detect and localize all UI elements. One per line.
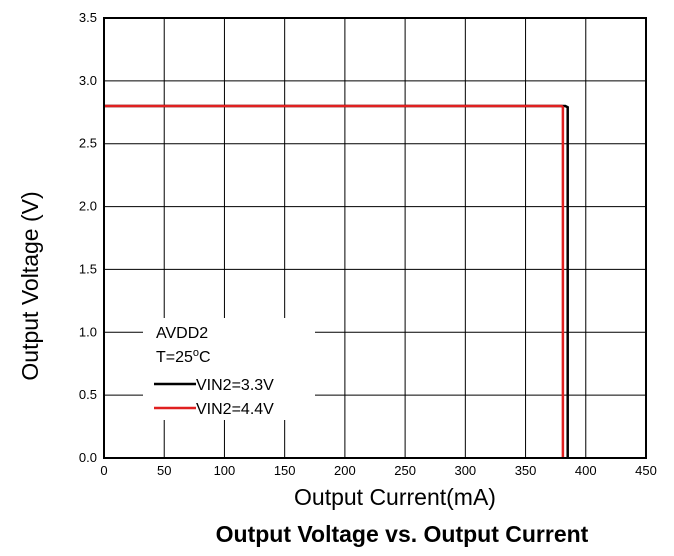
series-line-2 bbox=[104, 104, 565, 458]
legend-header-temperature: T=25oC bbox=[156, 347, 211, 366]
x-tick-label: 200 bbox=[334, 463, 356, 478]
plot-frame bbox=[103, 17, 647, 459]
y-axis-label: Output Voltage (V) bbox=[17, 191, 43, 380]
y-tick-label: 0.0 bbox=[79, 450, 97, 465]
y-tick-label: 2.0 bbox=[79, 199, 97, 214]
y-tick-label: 1.0 bbox=[79, 324, 97, 339]
y-tick-label: 0.5 bbox=[79, 387, 97, 402]
y-tick-label: 3.5 bbox=[79, 10, 97, 25]
legend-background bbox=[143, 318, 315, 420]
y-tick-label: 1.5 bbox=[79, 261, 97, 276]
x-tick-label: 250 bbox=[394, 463, 416, 478]
legend-label-vin2-3v3: VIN2=3.3V bbox=[196, 377, 274, 394]
x-tick-labels: 0 50 100 150 200 250 300 350 400 450 bbox=[100, 463, 656, 478]
x-tick-label: 450 bbox=[635, 463, 657, 478]
legend-label-vin2-4v4: VIN2=4.4V bbox=[196, 401, 274, 418]
series-lines bbox=[104, 104, 569, 458]
legend-header-device: AVDD2 bbox=[156, 325, 208, 342]
grid-lines bbox=[104, 18, 646, 458]
x-axis-label: Output Current(mA) bbox=[294, 484, 496, 510]
x-tick-label: 300 bbox=[454, 463, 476, 478]
x-tick-label: 400 bbox=[575, 463, 597, 478]
x-tick-label: 100 bbox=[214, 463, 236, 478]
chart-caption: Output Voltage vs. Output Current bbox=[216, 521, 589, 547]
x-tick-label: 150 bbox=[274, 463, 296, 478]
x-tick-label: 0 bbox=[100, 463, 107, 478]
x-tick-label: 350 bbox=[515, 463, 537, 478]
y-tick-label: 3.0 bbox=[79, 73, 97, 88]
y-tick-labels: 0.0 0.5 1.0 1.5 2.0 2.5 3.0 3.5 bbox=[79, 10, 97, 465]
x-tick-label: 50 bbox=[157, 463, 171, 478]
legend: AVDD2 T=25oC VIN2=3.3V VIN2=4.4V bbox=[143, 318, 315, 420]
y-tick-label: 2.5 bbox=[79, 136, 97, 151]
